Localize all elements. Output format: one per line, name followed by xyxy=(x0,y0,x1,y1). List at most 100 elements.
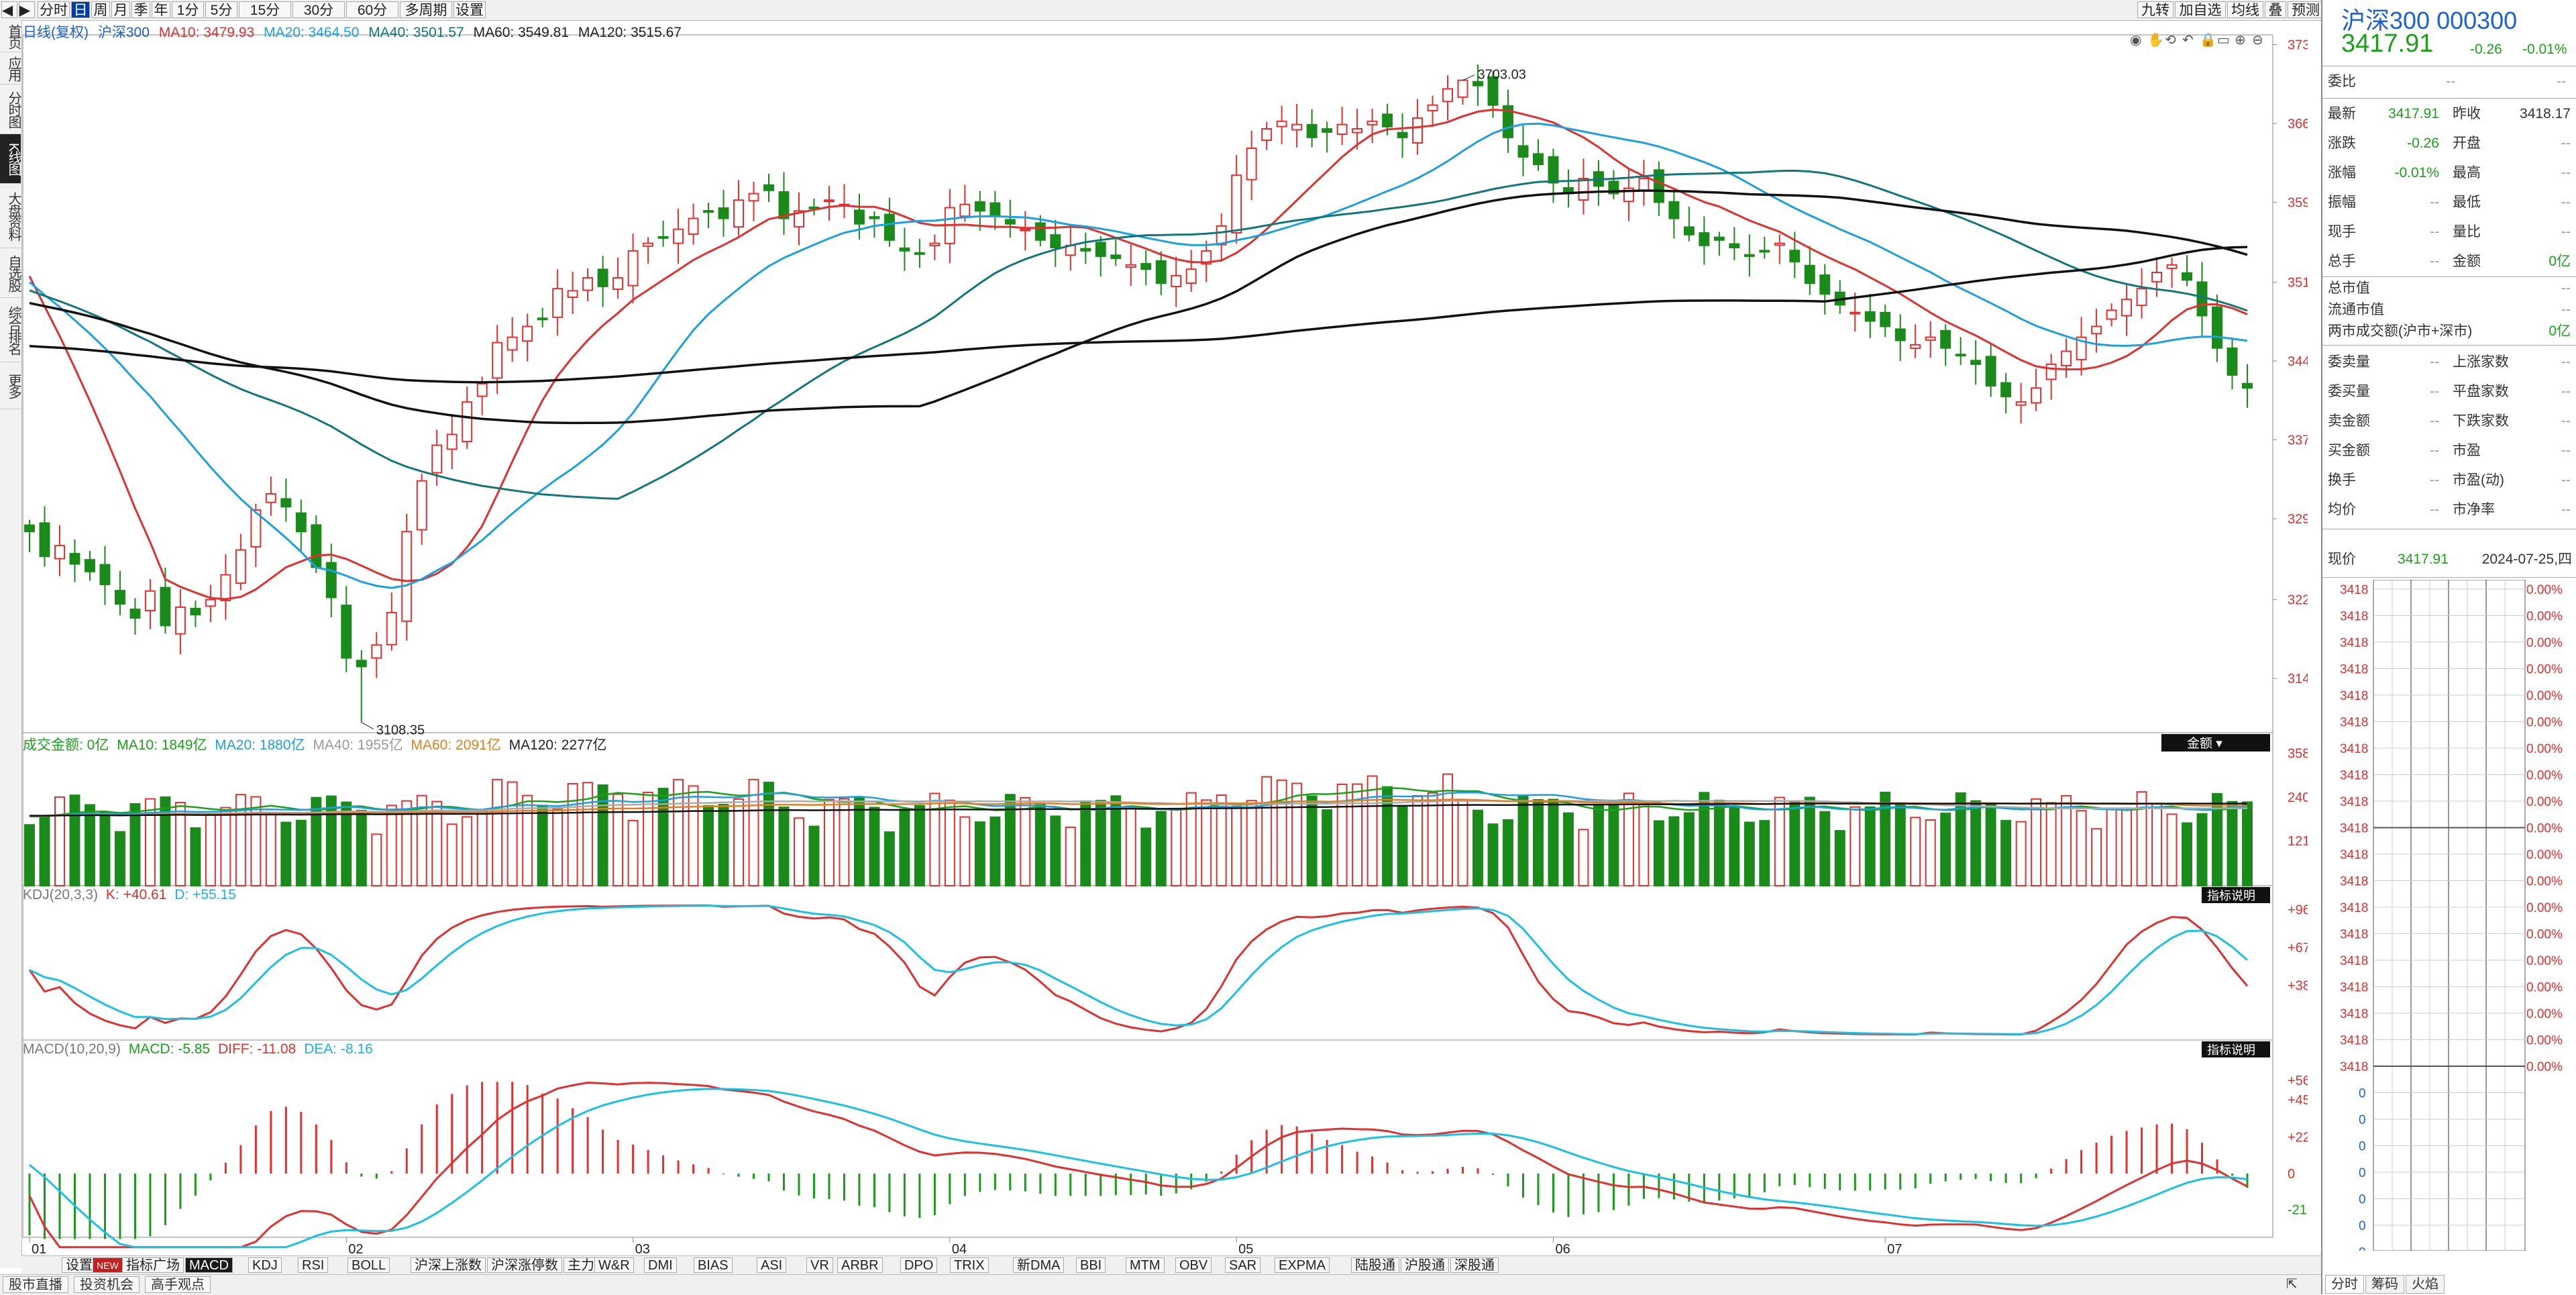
period-tab-2[interactable]: 周 xyxy=(91,1,110,18)
quote2-value-0b: -- xyxy=(2561,354,2571,370)
candle-70 xyxy=(1080,232,1091,264)
period-tab-3[interactable]: 月 xyxy=(111,1,130,18)
leftnav-tab-4[interactable]: 大盘资料 xyxy=(0,184,21,248)
volume-bar-111 xyxy=(1699,792,1710,887)
candle-9 xyxy=(160,567,171,634)
volume-bar-10 xyxy=(174,802,186,887)
y-tick-label-6: 3297 xyxy=(2288,512,2308,527)
period-tab-6[interactable]: 1分 xyxy=(172,1,204,18)
period-tab-1[interactable]: 日 xyxy=(71,1,90,18)
indicator-tab-8[interactable]: 沪深涨停数 xyxy=(487,1257,562,1273)
indicator-tab-12[interactable]: BIAS xyxy=(694,1257,733,1273)
quote-label-4a: 现手 xyxy=(2328,224,2356,240)
candle-119 xyxy=(1819,264,1831,315)
indicator-tab-26[interactable]: 深股通 xyxy=(1450,1257,1499,1273)
volume-bar-90 xyxy=(1382,786,1393,886)
quote-label-5b: 金额 xyxy=(2453,254,2481,269)
candle-body-143 xyxy=(2182,272,2193,281)
candle-body-138 xyxy=(2106,309,2117,320)
indicator-tab-21[interactable]: OBV xyxy=(1175,1257,1212,1273)
right-tool-4[interactable]: 九转 xyxy=(2137,1,2174,18)
volume-bar-0 xyxy=(24,824,35,886)
indicator-tab-6[interactable]: BOLL xyxy=(347,1257,390,1273)
indicator-tab-18[interactable]: 新DMA xyxy=(1013,1257,1065,1273)
indicator-tab-2[interactable]: 指标广场 xyxy=(122,1257,184,1273)
leftnav-tab-6[interactable]: 综合排名 xyxy=(0,298,21,362)
volume-bar-35 xyxy=(552,809,564,887)
candle-13 xyxy=(220,554,231,620)
nav-prev-button[interactable]: ◀ xyxy=(1,1,17,18)
indicator-tab-17[interactable]: TRIX xyxy=(950,1257,989,1273)
candle-body-82 xyxy=(1261,128,1273,142)
indicator-tab-13[interactable]: ASI xyxy=(757,1257,787,1273)
indicator-tab-3[interactable]: MACD xyxy=(185,1257,233,1273)
leftnav-tab-7[interactable]: 更多 xyxy=(0,362,21,409)
indicator-tab-5[interactable]: RSI xyxy=(298,1257,329,1273)
volume-bar-30 xyxy=(476,810,488,887)
indicator-tab-19[interactable]: BBI xyxy=(1076,1257,1106,1273)
volume-bar-119 xyxy=(1819,811,1831,886)
bottom-tab-1[interactable]: 投资机会 xyxy=(74,1276,140,1293)
right-tool-2[interactable]: 均线 xyxy=(2227,1,2263,18)
indicator-tab-24[interactable]: 陆股通 xyxy=(1351,1257,1399,1273)
volume-bar-81 xyxy=(1246,800,1257,887)
indicator-tab-25[interactable]: 沪股通 xyxy=(1401,1257,1449,1273)
indicator-tab-16[interactable]: DPO xyxy=(900,1257,938,1273)
volume-bar-120 xyxy=(1834,830,1845,887)
indicator-tab-20[interactable]: MTM xyxy=(1126,1257,1165,1273)
period-tab-7[interactable]: 5分 xyxy=(205,1,237,18)
right-tool-1[interactable]: 叠 xyxy=(2265,1,2286,18)
period-tab-10[interactable]: 60分 xyxy=(346,1,398,18)
indicator-tab-9[interactable]: 主力 xyxy=(564,1257,598,1273)
nav-next-button[interactable]: ▶ xyxy=(19,1,35,18)
quote2-label-4a: 换手 xyxy=(2328,472,2356,488)
leftnav-tab-5[interactable]: 自选股 xyxy=(0,248,21,298)
indicator-tab-1[interactable]: NEW xyxy=(93,1257,123,1273)
volume-bar-142 xyxy=(2166,813,2178,886)
volume-bar-44 xyxy=(688,785,699,887)
indicator-tab-23[interactable]: EXPMA xyxy=(1275,1257,1330,1273)
period-tab-9[interactable]: 30分 xyxy=(292,1,345,18)
candle-64 xyxy=(989,191,1001,230)
period-tab-0[interactable]: 分时 xyxy=(38,1,70,18)
candle-body-49 xyxy=(763,184,774,191)
panel-tab-1[interactable]: 筹码 xyxy=(2365,1275,2404,1294)
right-tool-0[interactable]: 预测 xyxy=(2288,1,2324,18)
indicator-tab-22[interactable]: SAR xyxy=(1225,1257,1261,1273)
indicator-tab-4[interactable]: KDJ xyxy=(248,1257,282,1273)
indicator-tab-14[interactable]: VR xyxy=(806,1257,833,1273)
panel-tab-2[interactable]: 火焰 xyxy=(2406,1275,2445,1294)
candle-113 xyxy=(1729,227,1740,260)
indicator-tab-10[interactable]: W&R xyxy=(594,1257,634,1273)
grid-price-label-18: 3418 xyxy=(2340,1060,2368,1074)
period-tab-8[interactable]: 15分 xyxy=(239,1,291,18)
divider-4 xyxy=(2322,577,2576,578)
right-tool-3[interactable]: 加自选 xyxy=(2175,1,2226,18)
bottom-tab-0[interactable]: 股市直播 xyxy=(3,1276,68,1293)
volume-bar-63 xyxy=(974,821,985,887)
leftnav-tab-2[interactable]: 分时图 xyxy=(0,85,21,134)
candle-body-66 xyxy=(1020,228,1031,231)
panel-tab-0[interactable]: 分时 xyxy=(2325,1275,2364,1294)
candle-117 xyxy=(1789,231,1801,278)
grid-zero-label-3: 0 xyxy=(2359,1166,2366,1180)
period-tab-5[interactable]: 年 xyxy=(152,1,170,18)
bottom-tab-2[interactable]: 高手观点 xyxy=(145,1276,211,1293)
quote2-label-0a: 委卖量 xyxy=(2328,354,2370,370)
indicator-tab-15[interactable]: ARBR xyxy=(837,1257,883,1273)
leftnav-tab-1[interactable]: 应用 xyxy=(0,52,21,85)
period-tab-4[interactable]: 季 xyxy=(131,1,150,18)
candle-136 xyxy=(2076,317,2087,376)
period-tab-12[interactable]: 设置 xyxy=(453,1,486,18)
volume-bar-47 xyxy=(733,798,744,886)
leftnav-tab-0[interactable]: 首页 xyxy=(0,20,21,52)
indicator-tab-7[interactable]: 沪深上涨数 xyxy=(411,1257,486,1273)
leftnav-tab-3[interactable]: K线图 xyxy=(0,134,21,184)
pane-frame-3 xyxy=(22,1039,2273,1238)
indicator-tab-0[interactable]: 设置 xyxy=(62,1257,97,1273)
grid-zero-label-0: 0 xyxy=(2359,1087,2366,1101)
candles-group xyxy=(24,64,2253,723)
indicator-tab-11[interactable]: DMI xyxy=(644,1257,677,1273)
period-tab-11[interactable]: 多周期 xyxy=(400,1,452,18)
